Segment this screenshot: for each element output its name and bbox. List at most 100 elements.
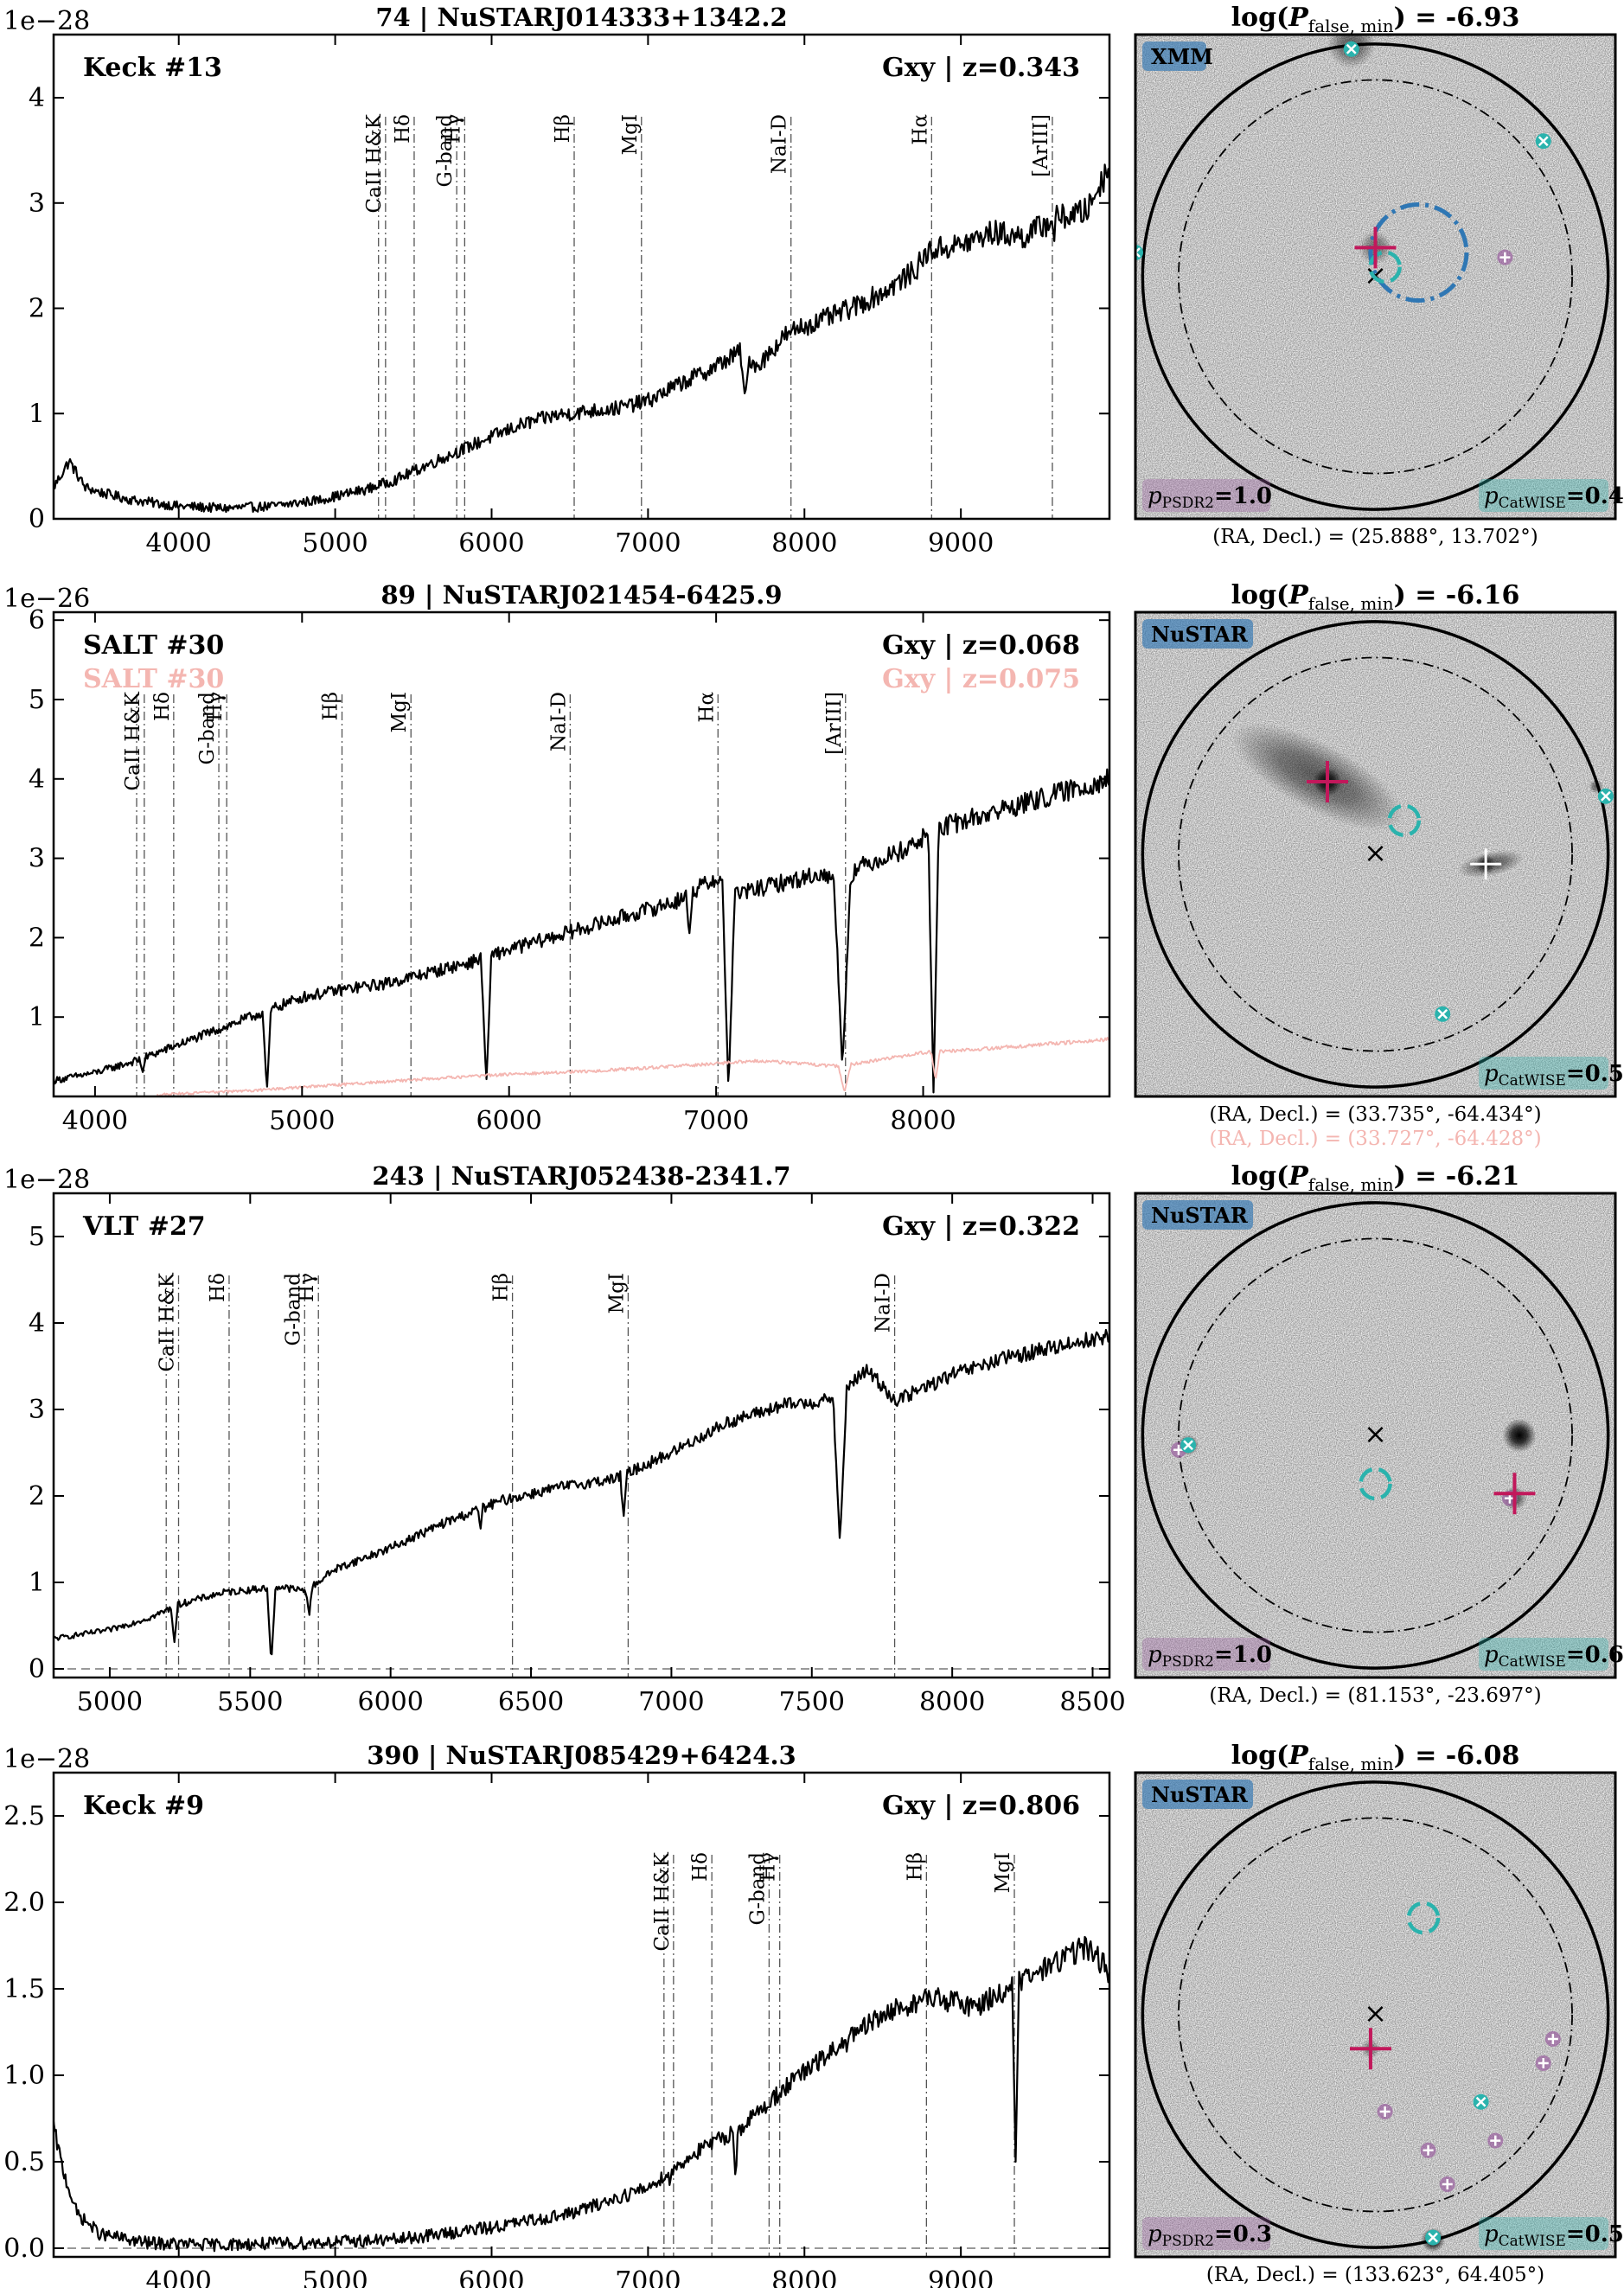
panel-title: 74 | NuSTARJ014333+1342.2	[375, 3, 787, 32]
panel-annotation: Gxy | z=0.343	[882, 53, 1080, 83]
image-frame	[1134, 610, 1617, 1098]
y-tick-label: 4	[29, 1308, 45, 1339]
inner-search-circle	[1178, 79, 1573, 475]
spectral-line-label: G-band	[434, 114, 457, 188]
axes-frame	[52, 1771, 1111, 2259]
spectrum-panel-4: 390 | NuSTARJ085429+6424.3 1e−28 CaII H&K H…	[3, 1741, 1111, 2288]
x-tick-label: 6000	[458, 528, 524, 559]
coordinate-readout: (RA, Decl.) = (133.623°, 64.405°)	[1206, 2264, 1544, 2286]
sky-image: ×	[1135, 612, 1615, 1096]
counterpart-cross	[1354, 227, 1397, 269]
axis-offset-text: 1e−28	[3, 1744, 90, 1774]
y-tick-label: 3	[29, 189, 45, 219]
nustar-position-arc	[1387, 803, 1422, 838]
outer-search-circle	[1141, 42, 1610, 511]
x-tick-label: 7000	[615, 528, 681, 559]
catwise-source-x	[1183, 1440, 1193, 1451]
psdr2-badge	[1142, 479, 1270, 512]
axis-offset-text: 1e−28	[3, 6, 90, 36]
instrument-badge-label: NuSTAR	[1151, 1782, 1249, 1807]
instrument-badge	[1142, 42, 1206, 71]
spectral-line-label: Hγ	[296, 1273, 318, 1302]
coordinate-readout: (RA, Decl.) = (81.153°, -23.697°)	[1209, 1684, 1541, 1707]
psdr2-source-cross	[1547, 2034, 1558, 2044]
sky-noise	[1135, 1773, 1615, 2257]
y-tick-label: 0.0	[3, 2234, 45, 2264]
psdr2-source-cross	[1423, 2144, 1434, 2156]
y-tick-label: 2.5	[3, 1801, 45, 1831]
y-tick-label: 3	[29, 1395, 45, 1425]
spectral-line-label: Hγ	[204, 692, 227, 721]
spectral-line-label: [ArIII]	[1030, 114, 1052, 177]
psdr2-source-cross	[1173, 1444, 1184, 1455]
y-tick-label: 6	[29, 605, 45, 636]
catwise-source-x	[1475, 2096, 1487, 2107]
image-frame	[1134, 1771, 1617, 2259]
panel-annotation: Gxy | z=0.322	[882, 1211, 1080, 1242]
spectral-line-label: CaII H&K	[122, 691, 144, 790]
coordinate-readout: (RA, Decl.) = (33.735°, -64.434°)	[1209, 1103, 1541, 1126]
panel-annotation: Gxy | z=0.068	[882, 630, 1080, 661]
panel-annotation: VLT #27	[82, 1211, 206, 1242]
x-tick-label: 6000	[358, 1687, 424, 1717]
x-tick-label: 5500	[217, 1687, 283, 1717]
spectrum-panel-1: 74 | NuSTARJ014333+1342.2 1e−28 CaII H&K Hδ…	[3, 3, 1111, 559]
sky-image: ×	[1135, 1773, 1615, 2257]
inner-search-circle	[1178, 656, 1573, 1052]
spectral-line-label: MgI	[619, 114, 642, 155]
panel-annotation: Gxy | z=0.075	[882, 664, 1080, 694]
y-tick-label: 4	[29, 83, 45, 113]
source-blob	[1502, 1418, 1537, 1453]
image-title: log(Pfalse, min) = -6.08	[1231, 1741, 1520, 1774]
inner-search-circle	[1178, 1817, 1573, 2213]
psdr2-badge-label: pPSDR2=0.3	[1148, 2221, 1272, 2250]
nustar-position-arc	[1406, 1901, 1441, 1935]
spectral-line-label: Hδ	[151, 692, 174, 721]
panel-annotation: Keck #9	[83, 1791, 204, 1821]
psdr2-badge-label: pPSDR2=1.0	[1148, 483, 1272, 512]
counterpart-cross	[1307, 761, 1348, 802]
spectral-line-label: G-band	[746, 1852, 769, 1926]
spectrum-series-1	[52, 768, 1111, 1094]
spectral-line-label: Hβ	[490, 1273, 513, 1301]
catwise-source-x	[1601, 790, 1611, 802]
instrument-badge-label: XMM	[1151, 44, 1213, 69]
spectrum-series-1	[53, 1328, 1111, 1656]
instrument-badge-label: NuSTAR	[1151, 622, 1249, 647]
x-tick-label: 9000	[928, 528, 994, 559]
spectral-line-label: [ArIII]	[823, 692, 846, 755]
x-tick-label: 9000	[928, 2266, 994, 2288]
spectral-line-label: CaII H&K	[157, 1272, 179, 1371]
psdr2-source-cross	[1490, 2135, 1501, 2146]
center-x-marker: ×	[1364, 1417, 1387, 1450]
xray-error-circle	[1368, 202, 1469, 303]
spectral-line-label: Hβ	[552, 114, 574, 143]
y-tick-label: 1	[29, 1568, 45, 1598]
sky-image: ×	[1135, 35, 1615, 519]
spectrum-series-2	[156, 1037, 1110, 1097]
panel-annotation: Keck #13	[83, 53, 222, 83]
catwise-source-x	[1346, 43, 1357, 54]
image-title: log(Pfalse, min) = -6.21	[1231, 1161, 1520, 1195]
catwise-source-x	[1135, 247, 1141, 258]
x-tick-label: 6000	[476, 1106, 542, 1136]
spectral-line-label: Hβ	[320, 692, 342, 720]
y-tick-label: 2	[29, 294, 45, 324]
spectral-line-label: Hα	[695, 692, 718, 723]
x-tick-label: 6000	[458, 2266, 524, 2288]
spectral-line-label: Hα	[909, 114, 931, 145]
alt-counterpart-cross	[1470, 848, 1502, 880]
y-tick-label: 2	[29, 923, 45, 953]
y-tick-label: 2	[29, 1481, 45, 1511]
spectral-line-label: Hδ	[207, 1273, 229, 1302]
nustar-position-arc	[1359, 1467, 1392, 1501]
counterpart-cross	[1349, 2028, 1391, 2070]
coordinate-readout: (RA, Decl.) = (25.888°, 13.702°)	[1212, 526, 1538, 548]
catwise-source-x	[1538, 136, 1549, 147]
instrument-badge-label: NuSTAR	[1151, 1203, 1249, 1228]
spectrum-series-1	[52, 1935, 1111, 2253]
spectrum-panel-3: 243 | NuSTARJ052438-2341.7 1e−28 CaII H&K H…	[3, 1161, 1126, 1717]
counterpart-cross	[1493, 1473, 1536, 1515]
